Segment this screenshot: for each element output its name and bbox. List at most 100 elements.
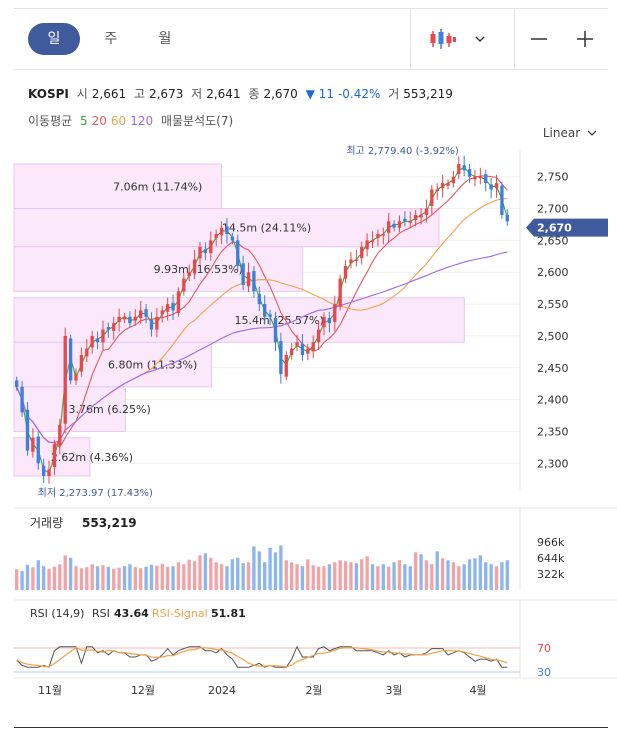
candle-body	[160, 310, 164, 315]
current-price-tag: 2,670	[526, 218, 608, 237]
volume-bar	[467, 559, 472, 590]
period-day-button[interactable]: 일	[28, 23, 80, 55]
candle-body	[203, 249, 208, 254]
volume-bar	[203, 553, 208, 590]
high-value: 2,673	[148, 87, 184, 101]
volume-bar	[101, 565, 105, 590]
volume-bar	[139, 568, 143, 590]
plus-icon[interactable]	[570, 23, 600, 55]
volume-bar	[47, 568, 51, 590]
volume-bar	[365, 556, 369, 590]
period-week-button[interactable]: 주	[104, 31, 118, 47]
ma-120[interactable]: 120	[130, 114, 154, 128]
volume-bar	[225, 566, 229, 590]
ma-20[interactable]: 20	[91, 114, 107, 128]
volume-bar	[360, 559, 364, 590]
candle-body	[408, 221, 412, 223]
period-month-button[interactable]: 월	[158, 31, 172, 47]
candle-body	[241, 263, 245, 285]
volume-bar	[451, 562, 456, 590]
candle-body	[446, 183, 450, 186]
volume-profile-toggle[interactable]: 매물분석도(7)	[160, 114, 234, 128]
change-pct: -0.42%	[337, 87, 381, 101]
candle-body	[122, 316, 127, 320]
volume-bar	[306, 559, 310, 590]
volume-bar	[31, 567, 35, 590]
volume-bar	[15, 569, 19, 590]
candle-body	[349, 259, 353, 264]
candle-body	[85, 348, 89, 357]
rsi-level-label: 30	[537, 666, 551, 679]
candle-body	[478, 176, 483, 179]
candle-body	[257, 293, 261, 305]
candle-body	[343, 265, 348, 279]
candle-body	[306, 348, 310, 354]
bottom-divider	[14, 727, 608, 728]
ma-60[interactable]: 60	[110, 114, 127, 128]
candle-body	[95, 338, 100, 343]
scale-selector[interactable]: Linear	[543, 126, 597, 140]
candle-body	[165, 304, 170, 312]
volume-bar	[144, 566, 148, 590]
candle-body	[246, 272, 251, 287]
volume-bar	[446, 560, 450, 590]
minus-icon[interactable]	[524, 23, 554, 55]
candle-body	[31, 437, 35, 452]
volume-bar	[52, 566, 57, 590]
candlestick-icon[interactable]	[426, 23, 460, 55]
volume-bar	[419, 554, 423, 590]
candle-body	[144, 309, 148, 317]
volume-bar	[176, 562, 181, 590]
candle-body	[289, 348, 294, 356]
volume-tick-label: 644k	[537, 552, 565, 565]
price-tick-label: 2,750	[537, 171, 569, 184]
candle-body	[106, 327, 111, 330]
candle-body	[230, 236, 235, 241]
candle-body	[15, 380, 19, 387]
symbol: KOSPI	[28, 87, 69, 101]
volume-bar	[241, 563, 245, 590]
candle-body	[360, 246, 364, 259]
candle-body	[187, 272, 191, 277]
volume-bar	[257, 551, 261, 590]
chevron-down-icon[interactable]	[466, 23, 494, 55]
rsi-signal-value: 51.81	[211, 607, 246, 620]
candle-body	[435, 189, 439, 191]
candle-body	[376, 234, 380, 238]
volume-label: 거	[388, 87, 400, 101]
candle-body	[128, 316, 132, 324]
volume-bar	[79, 568, 84, 590]
volume-bar	[289, 562, 294, 590]
volume-profile-label: 15.4m (25.57%)	[235, 314, 324, 327]
candle-body	[41, 465, 46, 476]
price-tick-label: 2,650	[537, 234, 569, 247]
candle-body	[273, 318, 278, 343]
change-value: ▼ 11	[305, 87, 334, 101]
volume-profile-label: 14.5m (24.11%)	[222, 222, 311, 235]
volume-bar	[85, 567, 89, 590]
open-value: 2,661	[91, 87, 127, 101]
scale-label: Linear	[542, 126, 581, 140]
candle-body	[430, 189, 434, 207]
volume-bar	[327, 564, 332, 590]
candle-body	[139, 310, 143, 319]
volume-bar	[149, 564, 154, 590]
candle-body	[370, 240, 375, 242]
ma-5[interactable]: 5	[80, 114, 88, 128]
volume-bar	[252, 546, 256, 590]
candle-body	[90, 335, 94, 348]
volume-bar	[295, 564, 299, 590]
volume-bar	[316, 566, 321, 590]
volume-profile-label: 6.80m (11.33%)	[108, 359, 197, 372]
volume-bar	[160, 563, 164, 590]
volume-bar	[219, 564, 224, 590]
price-tick-label: 2,300	[537, 457, 569, 470]
volume-bar	[343, 561, 348, 590]
candle-body	[20, 386, 24, 413]
volume-bar	[322, 566, 326, 590]
price-axis: 2,750 2,700 2,650 2,600 2,550 2,500 2,450 2,400…	[537, 171, 569, 471]
candle-body	[338, 278, 342, 307]
candlestick-series	[15, 155, 509, 484]
candle-body	[403, 218, 407, 222]
